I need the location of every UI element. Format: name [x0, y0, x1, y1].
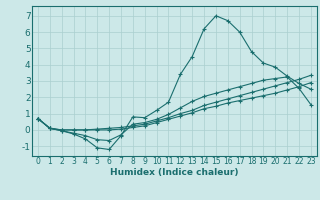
X-axis label: Humidex (Indice chaleur): Humidex (Indice chaleur)	[110, 168, 239, 177]
